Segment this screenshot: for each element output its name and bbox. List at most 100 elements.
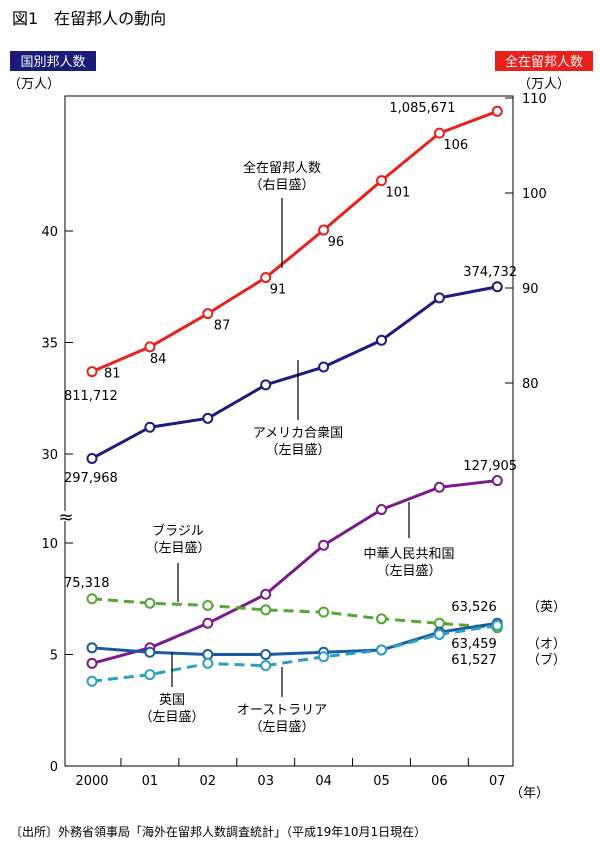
total-point	[376, 175, 387, 187]
australia-line	[91, 624, 498, 683]
usa-series-label: アメリカ合衆国	[253, 425, 343, 441]
right-badge	[495, 51, 593, 71]
usa-point	[491, 281, 503, 293]
china-end-label: 127,905	[463, 459, 517, 474]
right-unit: （万人）	[518, 77, 570, 92]
left-unit: （万人）	[8, 77, 60, 92]
australia-series-label: オーストラリア	[237, 703, 327, 718]
usa-line	[91, 285, 498, 460]
series-layer	[86, 105, 503, 687]
brazil-tag: （ブ）	[527, 652, 566, 668]
uk-line	[91, 621, 498, 656]
brazil-point	[318, 606, 330, 618]
axis-break-mark: ≈	[58, 507, 73, 528]
australia-point	[318, 651, 330, 663]
left-tick-label: 5	[50, 649, 58, 664]
axis-break-gap	[60, 511, 72, 521]
total-series-label: 全在留邦人数	[243, 160, 321, 176]
china-point	[376, 504, 387, 516]
total-point	[318, 224, 330, 236]
australia-point	[376, 644, 387, 656]
usa-point	[202, 412, 214, 424]
usa-point	[433, 292, 445, 304]
australia-tag: （オ）	[527, 637, 566, 652]
left-tick-label: 0	[50, 760, 58, 775]
left-tick-label: 40	[41, 225, 58, 240]
usa-point	[260, 379, 272, 391]
china-line	[91, 479, 498, 665]
china-series-label: 中華人民共和国	[363, 547, 454, 562]
china-point	[318, 539, 330, 551]
usa-point	[318, 361, 330, 373]
uk-tag: （英）	[527, 600, 566, 615]
left-tick-label: 30	[41, 448, 58, 463]
brazil-series-label: （左目盛）	[145, 541, 210, 556]
australia-series-label: （左目盛）	[249, 720, 314, 735]
uk-point	[202, 649, 214, 660]
total-data-label: 96	[328, 235, 345, 250]
left-badge-label: 国別邦人数	[20, 55, 85, 70]
australia-end-label: 63,459	[451, 637, 497, 652]
china-point	[202, 617, 214, 629]
total-data-label: 81	[104, 367, 121, 382]
brazil-start-label: 75,318	[64, 576, 110, 591]
total-line	[91, 109, 498, 373]
right-badge-label: 全在留邦人数	[505, 54, 583, 70]
china-series-label: （左目盛）	[376, 564, 441, 579]
brazil-point	[260, 604, 272, 616]
australia-point	[202, 657, 214, 669]
x-tick-label: 04	[315, 774, 332, 789]
usa-series-label: （左目盛）	[265, 443, 330, 458]
x-tick-label: 03	[257, 774, 274, 789]
total-point	[260, 272, 272, 284]
plot-frame	[64, 95, 514, 767]
total-end-label: 1,085,671	[389, 101, 455, 116]
total-point	[144, 341, 156, 353]
uk-point	[144, 646, 156, 658]
uk-point	[260, 649, 272, 660]
uk-series-label: 英国	[159, 693, 185, 708]
total-point	[433, 127, 445, 139]
total-data-label: 101	[386, 186, 411, 201]
total-point	[491, 105, 503, 117]
usa-point	[86, 452, 98, 464]
right-tick-label: 90	[522, 282, 539, 297]
x-tick-label: 2000	[75, 774, 108, 789]
left-tick-label: 35	[41, 337, 58, 352]
usa-start-label: 297,968	[64, 471, 118, 486]
source-note: 〔出所〕外務省領事局「海外在留邦人数調査統計」（平成19年10月1日現在）	[10, 824, 426, 839]
right-tick-label: 100	[522, 187, 547, 202]
right-tick-label: 110	[522, 92, 547, 107]
australia-point	[491, 620, 503, 632]
total-start-label: 811,712	[64, 389, 118, 404]
brazil-series-label: ブラジル	[152, 523, 204, 539]
total-data-label: 84	[150, 352, 167, 367]
brazil-point	[376, 613, 387, 625]
brazil-point	[433, 617, 445, 629]
uk-series-label: （左目盛）	[139, 710, 204, 725]
left-badge	[10, 51, 96, 71]
total-series-label: （右目盛）	[249, 178, 314, 193]
uk-point	[86, 642, 98, 654]
year-unit: （年）	[510, 786, 549, 801]
australia-point	[144, 669, 156, 681]
total-data-label: 106	[443, 138, 468, 153]
brazil-end-label: 61,527	[451, 653, 497, 668]
x-tick-label: 02	[200, 774, 217, 789]
figure-title: 図1 在留邦人の動向	[12, 9, 166, 28]
x-tick-label: 06	[431, 774, 448, 789]
china-point	[86, 657, 98, 669]
australia-point	[260, 660, 272, 672]
uk-end-label: 63,526	[451, 600, 497, 615]
total-data-label: 87	[214, 319, 231, 334]
usa-point	[144, 421, 156, 433]
brazil-point	[144, 597, 156, 609]
left-tick-label: 10	[41, 537, 58, 552]
australia-point	[433, 628, 445, 640]
china-point	[433, 481, 445, 493]
usa-end-label: 374,732	[463, 265, 517, 280]
china-point	[260, 588, 272, 600]
brazil-line	[91, 597, 498, 630]
